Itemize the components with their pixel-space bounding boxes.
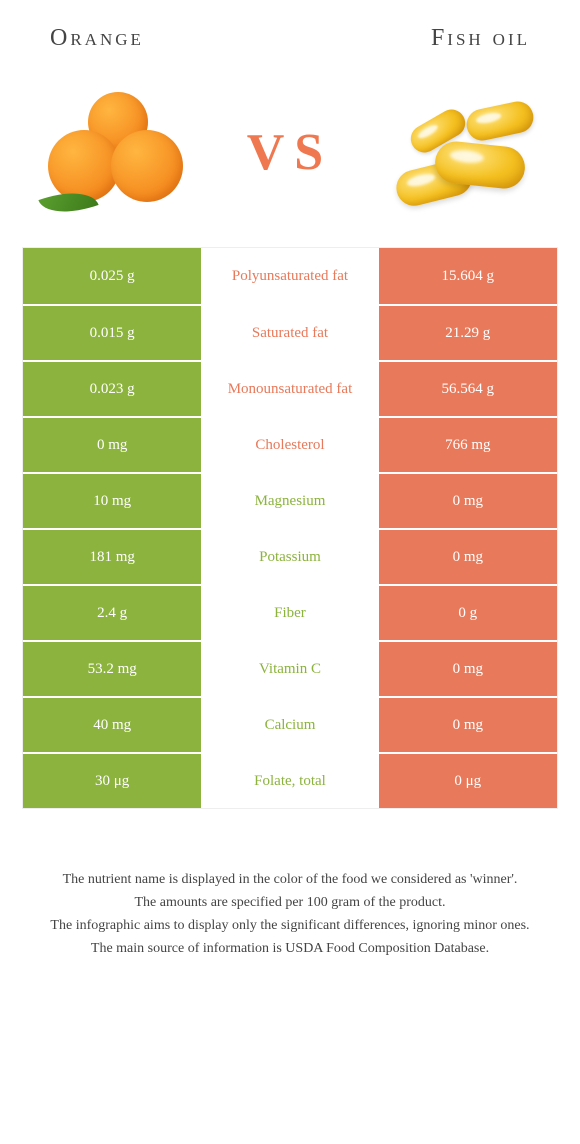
left-value-cell: 181 mg bbox=[23, 530, 201, 584]
left-value-cell: 0.023 g bbox=[23, 362, 201, 416]
table-row: 30 μgFolate, total0 μg bbox=[23, 752, 557, 808]
left-value-cell: 0 mg bbox=[23, 418, 201, 472]
nutrient-label-cell: Saturated fat bbox=[201, 306, 378, 360]
nutrient-label-cell: Calcium bbox=[201, 698, 378, 752]
right-value-cell: 21.29 g bbox=[379, 306, 557, 360]
nutrient-label-cell: Vitamin C bbox=[201, 642, 378, 696]
fish-oil-capsule-icon bbox=[387, 82, 547, 222]
nutrient-label-cell: Fiber bbox=[201, 586, 378, 640]
footnotes: The nutrient name is displayed in the co… bbox=[0, 809, 580, 991]
table-row: 0.023 gMonounsaturated fat56.564 g bbox=[23, 360, 557, 416]
nutrient-label-cell: Folate, total bbox=[201, 754, 378, 808]
footnote-line: The main source of information is USDA F… bbox=[40, 938, 540, 959]
right-value-cell: 0 mg bbox=[379, 698, 557, 752]
left-food-title: Orange bbox=[50, 25, 144, 52]
left-value-cell: 53.2 mg bbox=[23, 642, 201, 696]
table-row: 53.2 mgVitamin C0 mg bbox=[23, 640, 557, 696]
right-value-cell: 0 g bbox=[379, 586, 557, 640]
nutrient-label-cell: Polyunsaturated fat bbox=[201, 248, 378, 304]
nutrient-comparison-table: 0.025 gPolyunsaturated fat15.604 g0.015 … bbox=[22, 247, 558, 809]
right-value-cell: 0 mg bbox=[379, 642, 557, 696]
right-food-image bbox=[380, 77, 555, 227]
nutrient-label-cell: Cholesterol bbox=[201, 418, 378, 472]
left-food-image bbox=[25, 77, 200, 227]
left-value-cell: 30 μg bbox=[23, 754, 201, 808]
right-value-cell: 0 mg bbox=[379, 530, 557, 584]
table-row: 0.015 gSaturated fat21.29 g bbox=[23, 304, 557, 360]
vs-label: VS bbox=[247, 123, 333, 182]
right-value-cell: 0 μg bbox=[379, 754, 557, 808]
left-value-cell: 2.4 g bbox=[23, 586, 201, 640]
images-row: VS bbox=[0, 67, 580, 247]
nutrient-label-cell: Magnesium bbox=[201, 474, 378, 528]
left-value-cell: 10 mg bbox=[23, 474, 201, 528]
footnote-line: The amounts are specified per 100 gram o… bbox=[40, 892, 540, 913]
table-row: 2.4 gFiber0 g bbox=[23, 584, 557, 640]
right-value-cell: 15.604 g bbox=[379, 248, 557, 304]
right-value-cell: 766 mg bbox=[379, 418, 557, 472]
table-row: 0.025 gPolyunsaturated fat15.604 g bbox=[23, 248, 557, 304]
right-food-title: Fish oil bbox=[431, 25, 530, 52]
nutrient-label-cell: Potassium bbox=[201, 530, 378, 584]
footnote-line: The nutrient name is displayed in the co… bbox=[40, 869, 540, 890]
left-value-cell: 40 mg bbox=[23, 698, 201, 752]
footnote-line: The infographic aims to display only the… bbox=[40, 915, 540, 936]
left-value-cell: 0.015 g bbox=[23, 306, 201, 360]
left-value-cell: 0.025 g bbox=[23, 248, 201, 304]
table-row: 10 mgMagnesium0 mg bbox=[23, 472, 557, 528]
header: Orange Fish oil bbox=[0, 0, 580, 67]
nutrient-label-cell: Monounsaturated fat bbox=[201, 362, 378, 416]
right-value-cell: 0 mg bbox=[379, 474, 557, 528]
table-row: 181 mgPotassium0 mg bbox=[23, 528, 557, 584]
table-row: 0 mgCholesterol766 mg bbox=[23, 416, 557, 472]
right-value-cell: 56.564 g bbox=[379, 362, 557, 416]
table-row: 40 mgCalcium0 mg bbox=[23, 696, 557, 752]
orange-icon bbox=[33, 82, 193, 222]
